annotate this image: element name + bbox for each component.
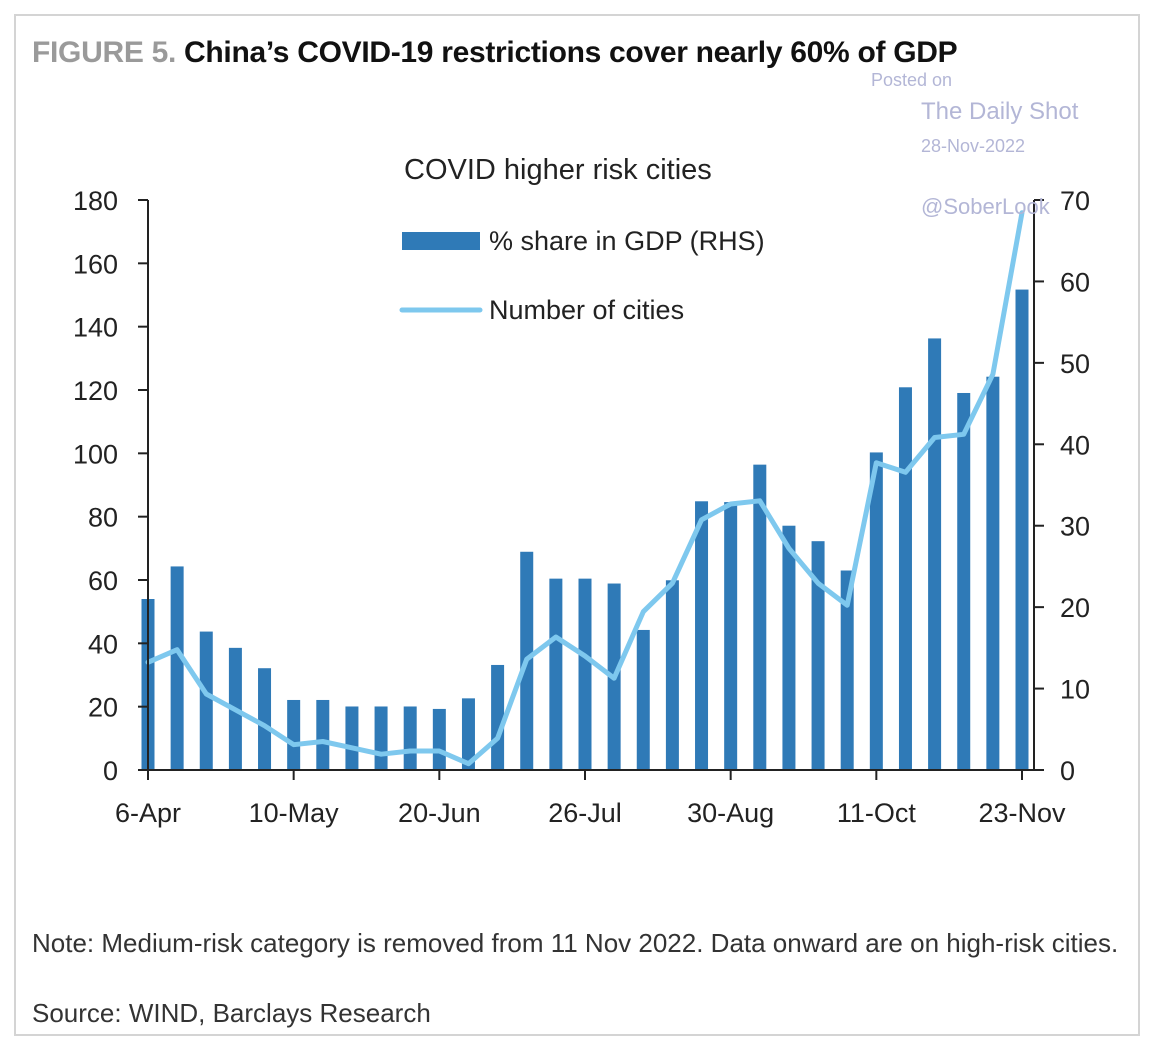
axes: 0 20 40 60 80 100 120 140 160 180 0 10 20 30 40 50 60 70 6… bbox=[73, 186, 1090, 828]
watermark-handle: @SoberLook bbox=[921, 194, 1050, 219]
bar bbox=[724, 502, 738, 770]
bar bbox=[374, 706, 388, 770]
x-axis-tick-label: 26-Jul bbox=[548, 798, 622, 828]
legend: % share in GDP (RHS) Number of cities bbox=[399, 226, 765, 325]
legend-swatch-gdp-share bbox=[402, 232, 480, 250]
figure-frame: FIGURE 5. China’s COVID-19 restrictions … bbox=[14, 14, 1140, 1036]
right-axis-tick-label: 60 bbox=[1060, 267, 1090, 297]
right-axis-tick-label: 10 bbox=[1060, 675, 1090, 705]
right-axis-tick-label: 30 bbox=[1060, 512, 1090, 542]
watermark-site: The Daily Shot bbox=[921, 98, 1079, 125]
bar bbox=[665, 580, 679, 770]
left-axis-tick-label: 140 bbox=[73, 313, 118, 343]
line-series-number-of-cities bbox=[145, 210, 1025, 767]
bar bbox=[753, 464, 767, 770]
bar bbox=[432, 708, 446, 770]
left-axis-tick-label: 160 bbox=[73, 249, 118, 279]
bar bbox=[287, 699, 301, 770]
legend-label-gdp-share: % share in GDP (RHS) bbox=[489, 226, 765, 256]
figure-source: Source: WIND, Barclays Research bbox=[32, 998, 431, 1028]
bar bbox=[1015, 289, 1029, 770]
bar bbox=[258, 668, 272, 770]
bar bbox=[986, 376, 1000, 770]
bar bbox=[869, 452, 883, 770]
x-axis-tick-label: 30-Aug bbox=[687, 798, 774, 828]
right-axis-tick-label: 0 bbox=[1060, 756, 1075, 786]
bar bbox=[549, 578, 563, 770]
bar-series bbox=[141, 289, 1029, 770]
left-axis-tick-label: 80 bbox=[88, 503, 118, 533]
bar bbox=[811, 541, 825, 770]
legend-label-number-of-cities: Number of cities bbox=[489, 295, 684, 325]
bar bbox=[578, 578, 592, 770]
figure-note: Note: Medium-risk category is removed fr… bbox=[32, 928, 1119, 958]
bar bbox=[345, 706, 359, 770]
bar bbox=[170, 566, 184, 770]
right-axis-tick-label: 20 bbox=[1060, 593, 1090, 623]
bar bbox=[199, 631, 213, 770]
watermark-date: 28-Nov-2022 bbox=[921, 136, 1026, 156]
bar bbox=[636, 629, 650, 770]
x-axis-tick-label: 20-Jun bbox=[398, 798, 481, 828]
figure-title: FIGURE 5. China’s COVID-19 restrictions … bbox=[32, 36, 958, 70]
bar bbox=[695, 501, 709, 770]
bar bbox=[928, 338, 942, 770]
bar bbox=[461, 698, 475, 770]
x-axis-tick-label: 11-Oct bbox=[837, 798, 917, 828]
figure-label: FIGURE 5. bbox=[32, 36, 176, 69]
left-axis-tick-label: 100 bbox=[73, 439, 118, 469]
watermark-posted: Posted on bbox=[871, 70, 953, 90]
bar bbox=[782, 525, 796, 770]
figure-title-text: China’s COVID-19 restrictions cover near… bbox=[184, 36, 958, 69]
x-axis-tick-label: 10-May bbox=[249, 798, 340, 828]
chart-title: COVID higher risk cities bbox=[404, 154, 712, 186]
right-axis-tick-label: 70 bbox=[1060, 186, 1090, 216]
left-axis-tick-label: 60 bbox=[88, 566, 118, 596]
left-axis-tick-label: 120 bbox=[73, 376, 118, 406]
bar bbox=[898, 387, 912, 770]
bar bbox=[957, 392, 971, 770]
bar bbox=[840, 570, 854, 770]
right-axis-tick-label: 50 bbox=[1060, 349, 1090, 379]
bar bbox=[316, 699, 330, 770]
left-axis-tick-label: 40 bbox=[88, 629, 118, 659]
left-axis-tick-label: 180 bbox=[73, 186, 118, 216]
chart: 0 20 40 60 80 100 120 140 160 180 0 10 20 30 40 50 60 70 6… bbox=[73, 186, 1090, 828]
bar bbox=[491, 664, 505, 770]
left-axis-tick-label: 0 bbox=[103, 756, 118, 786]
x-axis-tick-label: 6-Apr bbox=[115, 798, 181, 828]
right-axis-tick-label: 40 bbox=[1060, 430, 1090, 460]
left-axis-tick-label: 20 bbox=[88, 693, 118, 723]
x-axis-tick-label: 23-Nov bbox=[978, 798, 1066, 828]
bar bbox=[403, 706, 417, 770]
